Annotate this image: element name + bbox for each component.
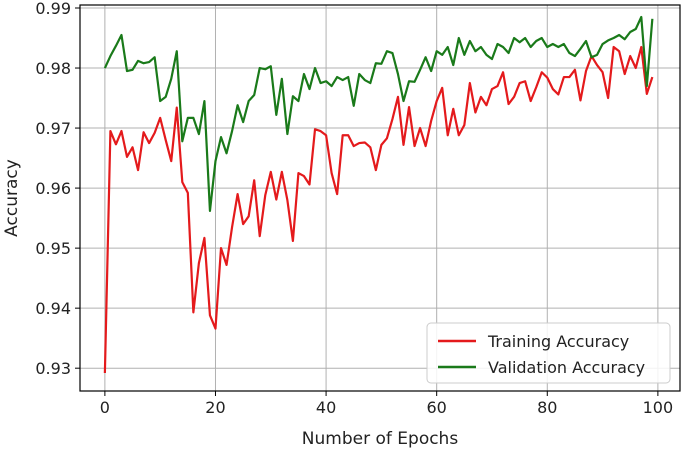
x-tick-label: 80 <box>537 398 557 417</box>
y-tick-label: 0.98 <box>35 59 71 78</box>
x-tick-label: 20 <box>205 398 225 417</box>
y-tick-label: 0.94 <box>35 299 71 318</box>
x-tick-label: 0 <box>100 398 110 417</box>
series-lines <box>103 15 654 374</box>
y-tick-label: 0.96 <box>35 179 71 198</box>
grid <box>80 5 680 391</box>
legend-label-training: Training Accuracy <box>487 332 629 351</box>
x-tick-label: 100 <box>643 398 674 417</box>
x-tick-label: 40 <box>316 398 336 417</box>
y-tick-label: 0.95 <box>35 239 71 258</box>
validation-accuracy-line <box>103 15 654 213</box>
x-tick-label: 60 <box>427 398 447 417</box>
y-tick-label: 0.99 <box>35 0 71 18</box>
y-tick-label: 0.93 <box>35 359 71 378</box>
training-accuracy-line <box>103 45 654 374</box>
axis-ticks: 0 20 40 60 80 100 0.93 0.94 0.95 0.96 0.97 0.98 0.99 <box>35 0 673 417</box>
legend-box <box>426 322 671 384</box>
y-axis-title: Accuracy <box>2 159 22 237</box>
plot-frame <box>79 4 681 392</box>
y-tick-label: 0.97 <box>35 119 71 138</box>
legend: Training Accuracy Validation Accuracy <box>426 322 671 384</box>
x-axis-title: Number of Epochs <box>302 429 459 449</box>
legend-label-validation: Validation Accuracy <box>488 358 645 377</box>
